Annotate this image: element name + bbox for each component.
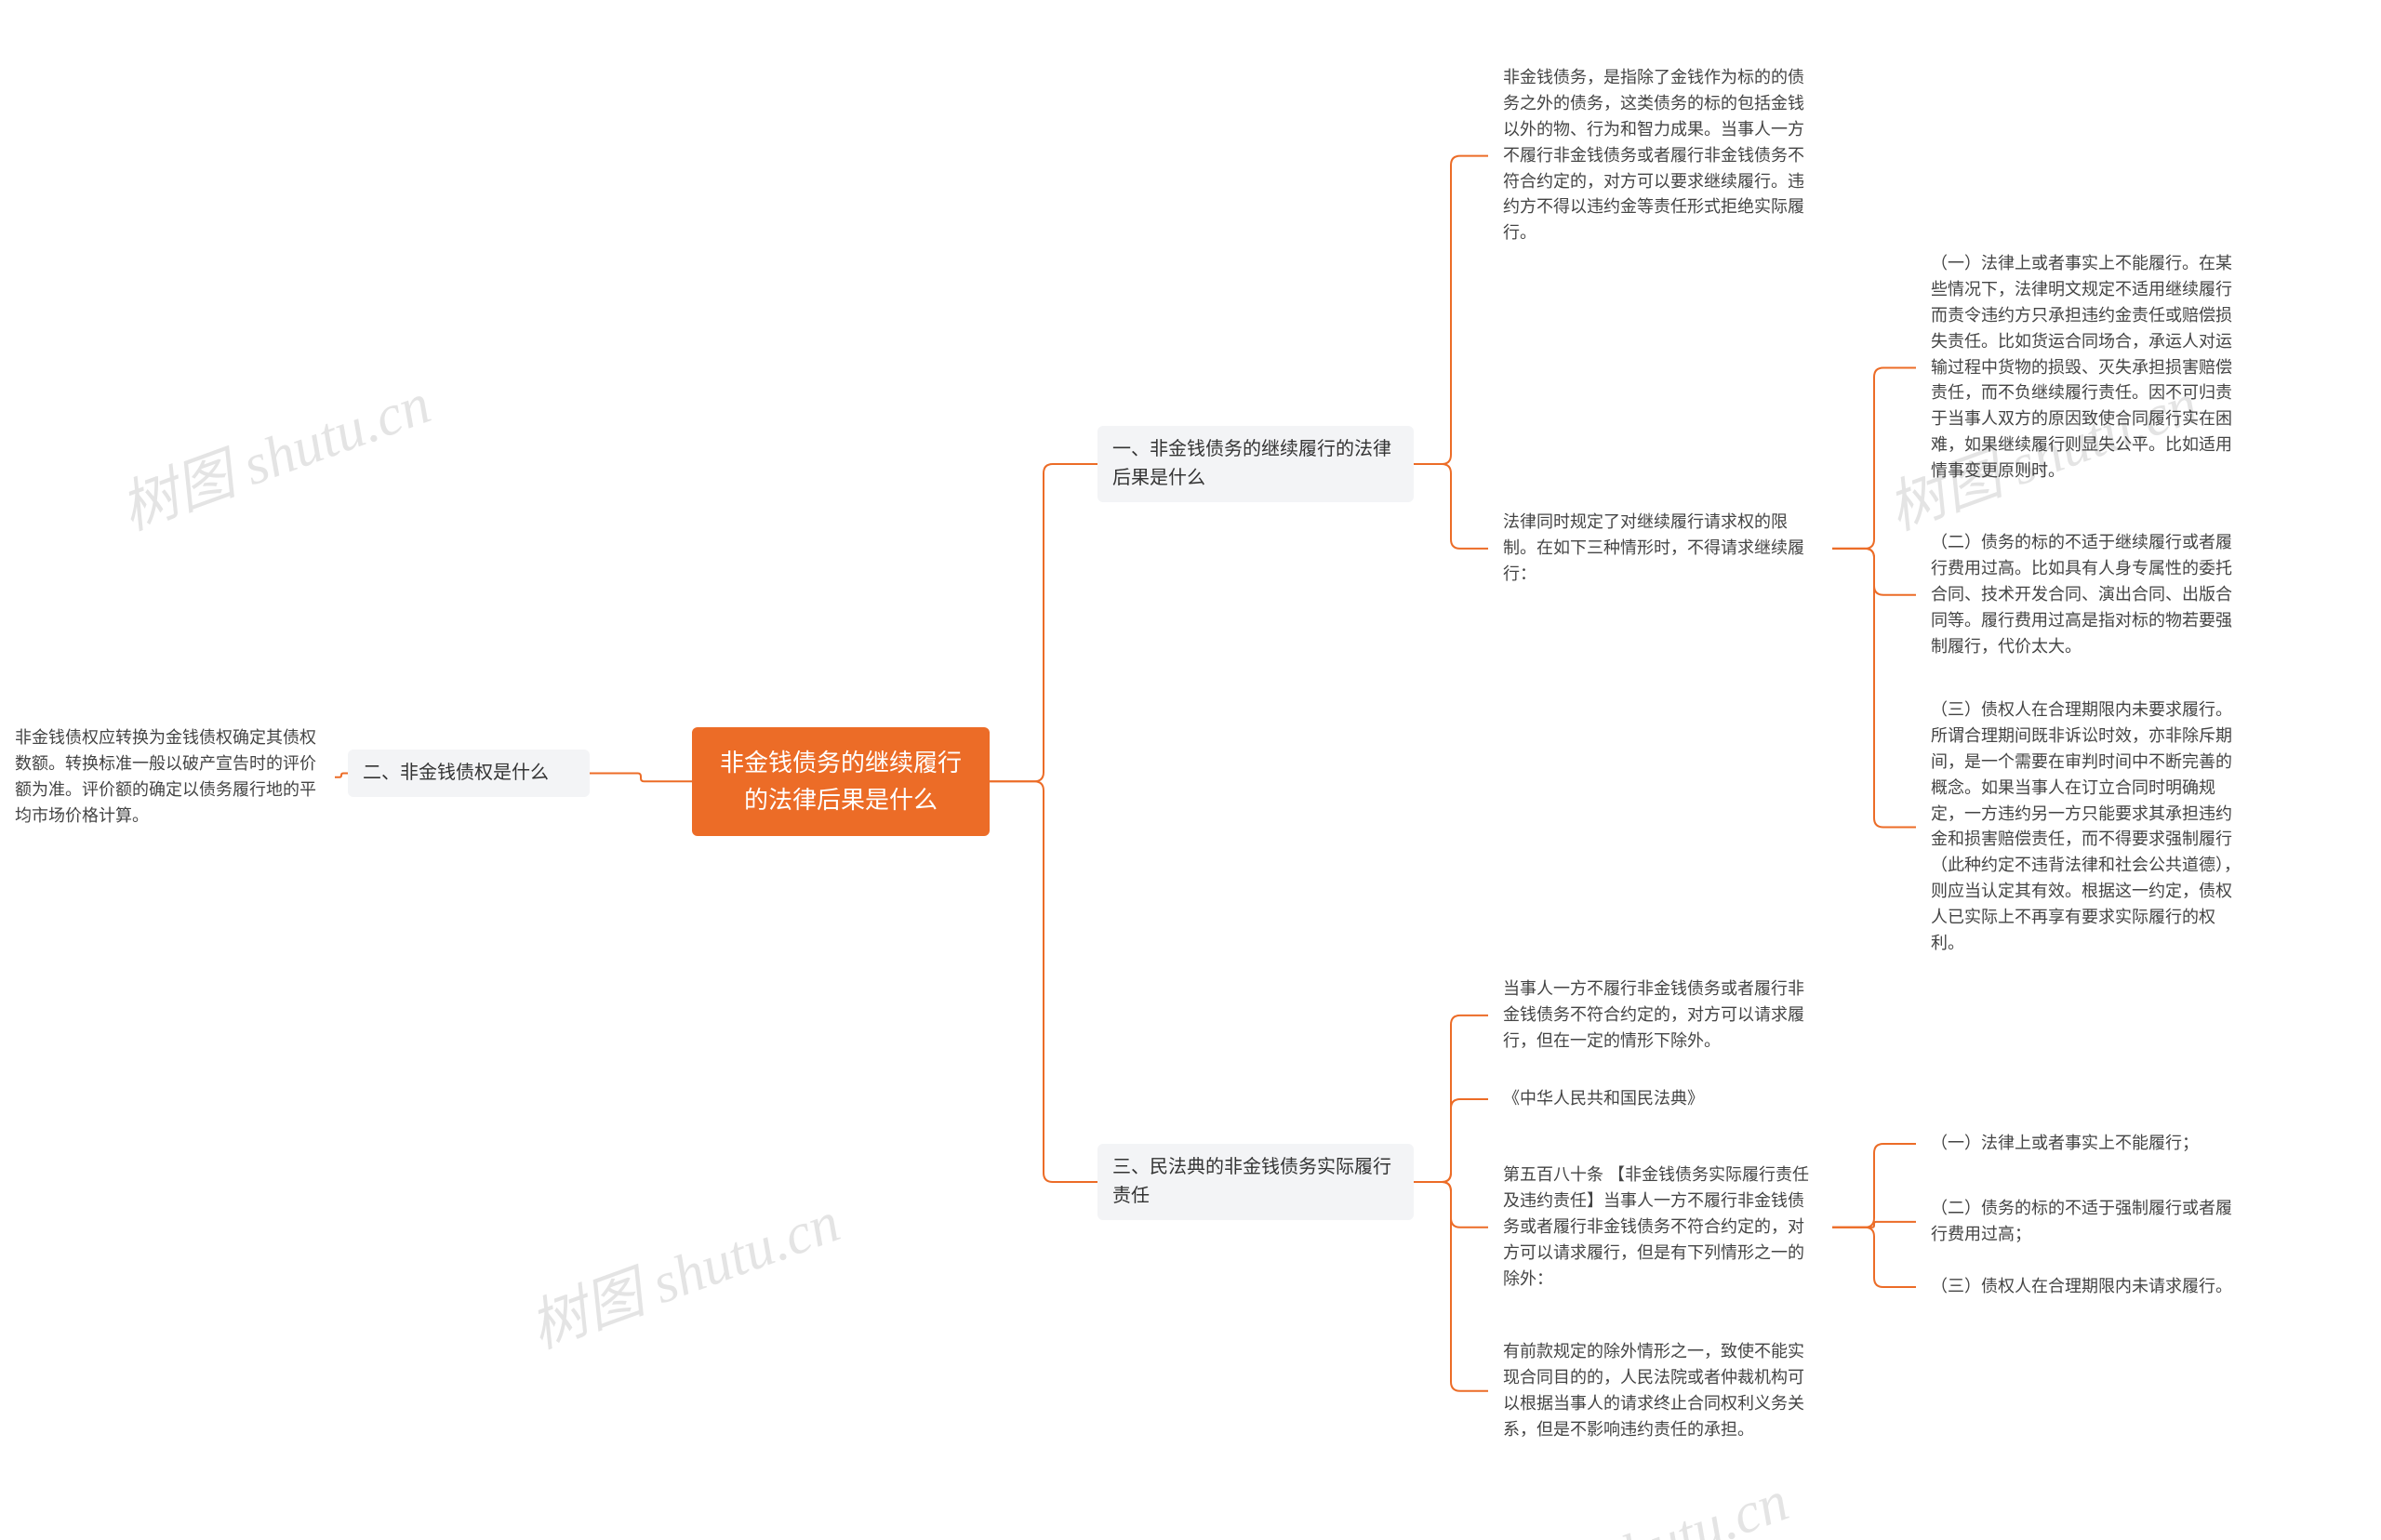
watermark: 树图 shutu.cn <box>88 1519 421 1540</box>
mindmap-node-b1c2s3: （三）债权人在合理期限内未要求履行。所谓合理期间既非诉讼时效，亦非除斥期间，是一… <box>1916 688 2260 966</box>
edge-b3-b3c2 <box>1414 1099 1488 1182</box>
watermark: 树图 shutu.cn <box>516 1175 849 1364</box>
mindmap-node-b3c3: 第五百八十条 【非金钱债务实际履行责任及违约责任】当事人一方不履行非金钱债务或者… <box>1488 1153 1832 1301</box>
mindmap-node-root: 非金钱债务的继续履行的法律后果是什么 <box>692 727 990 836</box>
mindmap-node-b3c1: 当事人一方不履行非金钱债务或者履行非金钱债务不符合约定的，对方可以请求履行，但在… <box>1488 967 1832 1064</box>
mindmap-node-b2: 二、非金钱债权是什么 <box>348 750 590 797</box>
edge-b3c3-b3c3s1 <box>1832 1144 1916 1228</box>
mindmap-node-b3c2: 《中华人民共和国民法典》 <box>1488 1077 1832 1122</box>
edge-b3c3-b3c3s2 <box>1832 1222 1916 1228</box>
mindmap-node-b2l: 非金钱债权应转换为金钱债权确定其债权数额。转换标准一般以破产宣告时的评价额为准。… <box>0 716 335 839</box>
edge-b3-b3c3 <box>1414 1182 1488 1228</box>
edge-root-b3 <box>990 781 1097 1182</box>
mindmap-node-b1: 一、非金钱债务的继续履行的法律后果是什么 <box>1097 426 1414 502</box>
edge-b3-b3c1 <box>1414 1016 1488 1182</box>
watermark: 树图 shutu.cn <box>107 356 440 546</box>
mindmap-node-b3: 三、民法典的非金钱债务实际履行责任 <box>1097 1144 1414 1220</box>
edge-b1c2-b1c2s2 <box>1832 549 1916 595</box>
mindmap-node-b3c4: 有前款规定的除外情形之一，致使不能实现合同目的的，人民法院或者仲裁机构可以根据当… <box>1488 1330 1832 1453</box>
edge-b1-b1c2 <box>1414 464 1488 549</box>
mindmap-node-b3c3s2: （二）债务的标的不适于强制履行或者履行费用过高； <box>1916 1187 2260 1257</box>
edge-b3c3-b3c3s3 <box>1832 1228 1916 1287</box>
edge-b1-b1c1 <box>1414 156 1488 464</box>
edge-root-b2 <box>590 774 692 782</box>
mindmap-node-b1c1: 非金钱债务，是指除了金钱作为标的的债务之外的债务，这类债务的标的包括金钱以外的物… <box>1488 56 1832 256</box>
edge-b2-b2l <box>335 774 348 777</box>
mindmap-node-b3c3s1: （一）法律上或者事实上不能履行； <box>1916 1122 2260 1166</box>
mindmap-node-b1c2s2: （二）债务的标的不适于继续履行或者履行费用过高。比如具有人身专属性的委托合同、技… <box>1916 521 2260 669</box>
edge-root-b1 <box>990 464 1097 781</box>
watermark: 树图 shutu.cn <box>1465 1454 1798 1540</box>
edge-b3-b3c4 <box>1414 1182 1488 1391</box>
mindmap-node-b3c3s3: （三）债权人在合理期限内未请求履行。 <box>1916 1265 2260 1309</box>
edge-b1c2-b1c2s3 <box>1832 549 1916 828</box>
mindmap-node-b1c2: 法律同时规定了对继续履行请求权的限制。在如下三种情形时，不得请求继续履行： <box>1488 500 1832 597</box>
